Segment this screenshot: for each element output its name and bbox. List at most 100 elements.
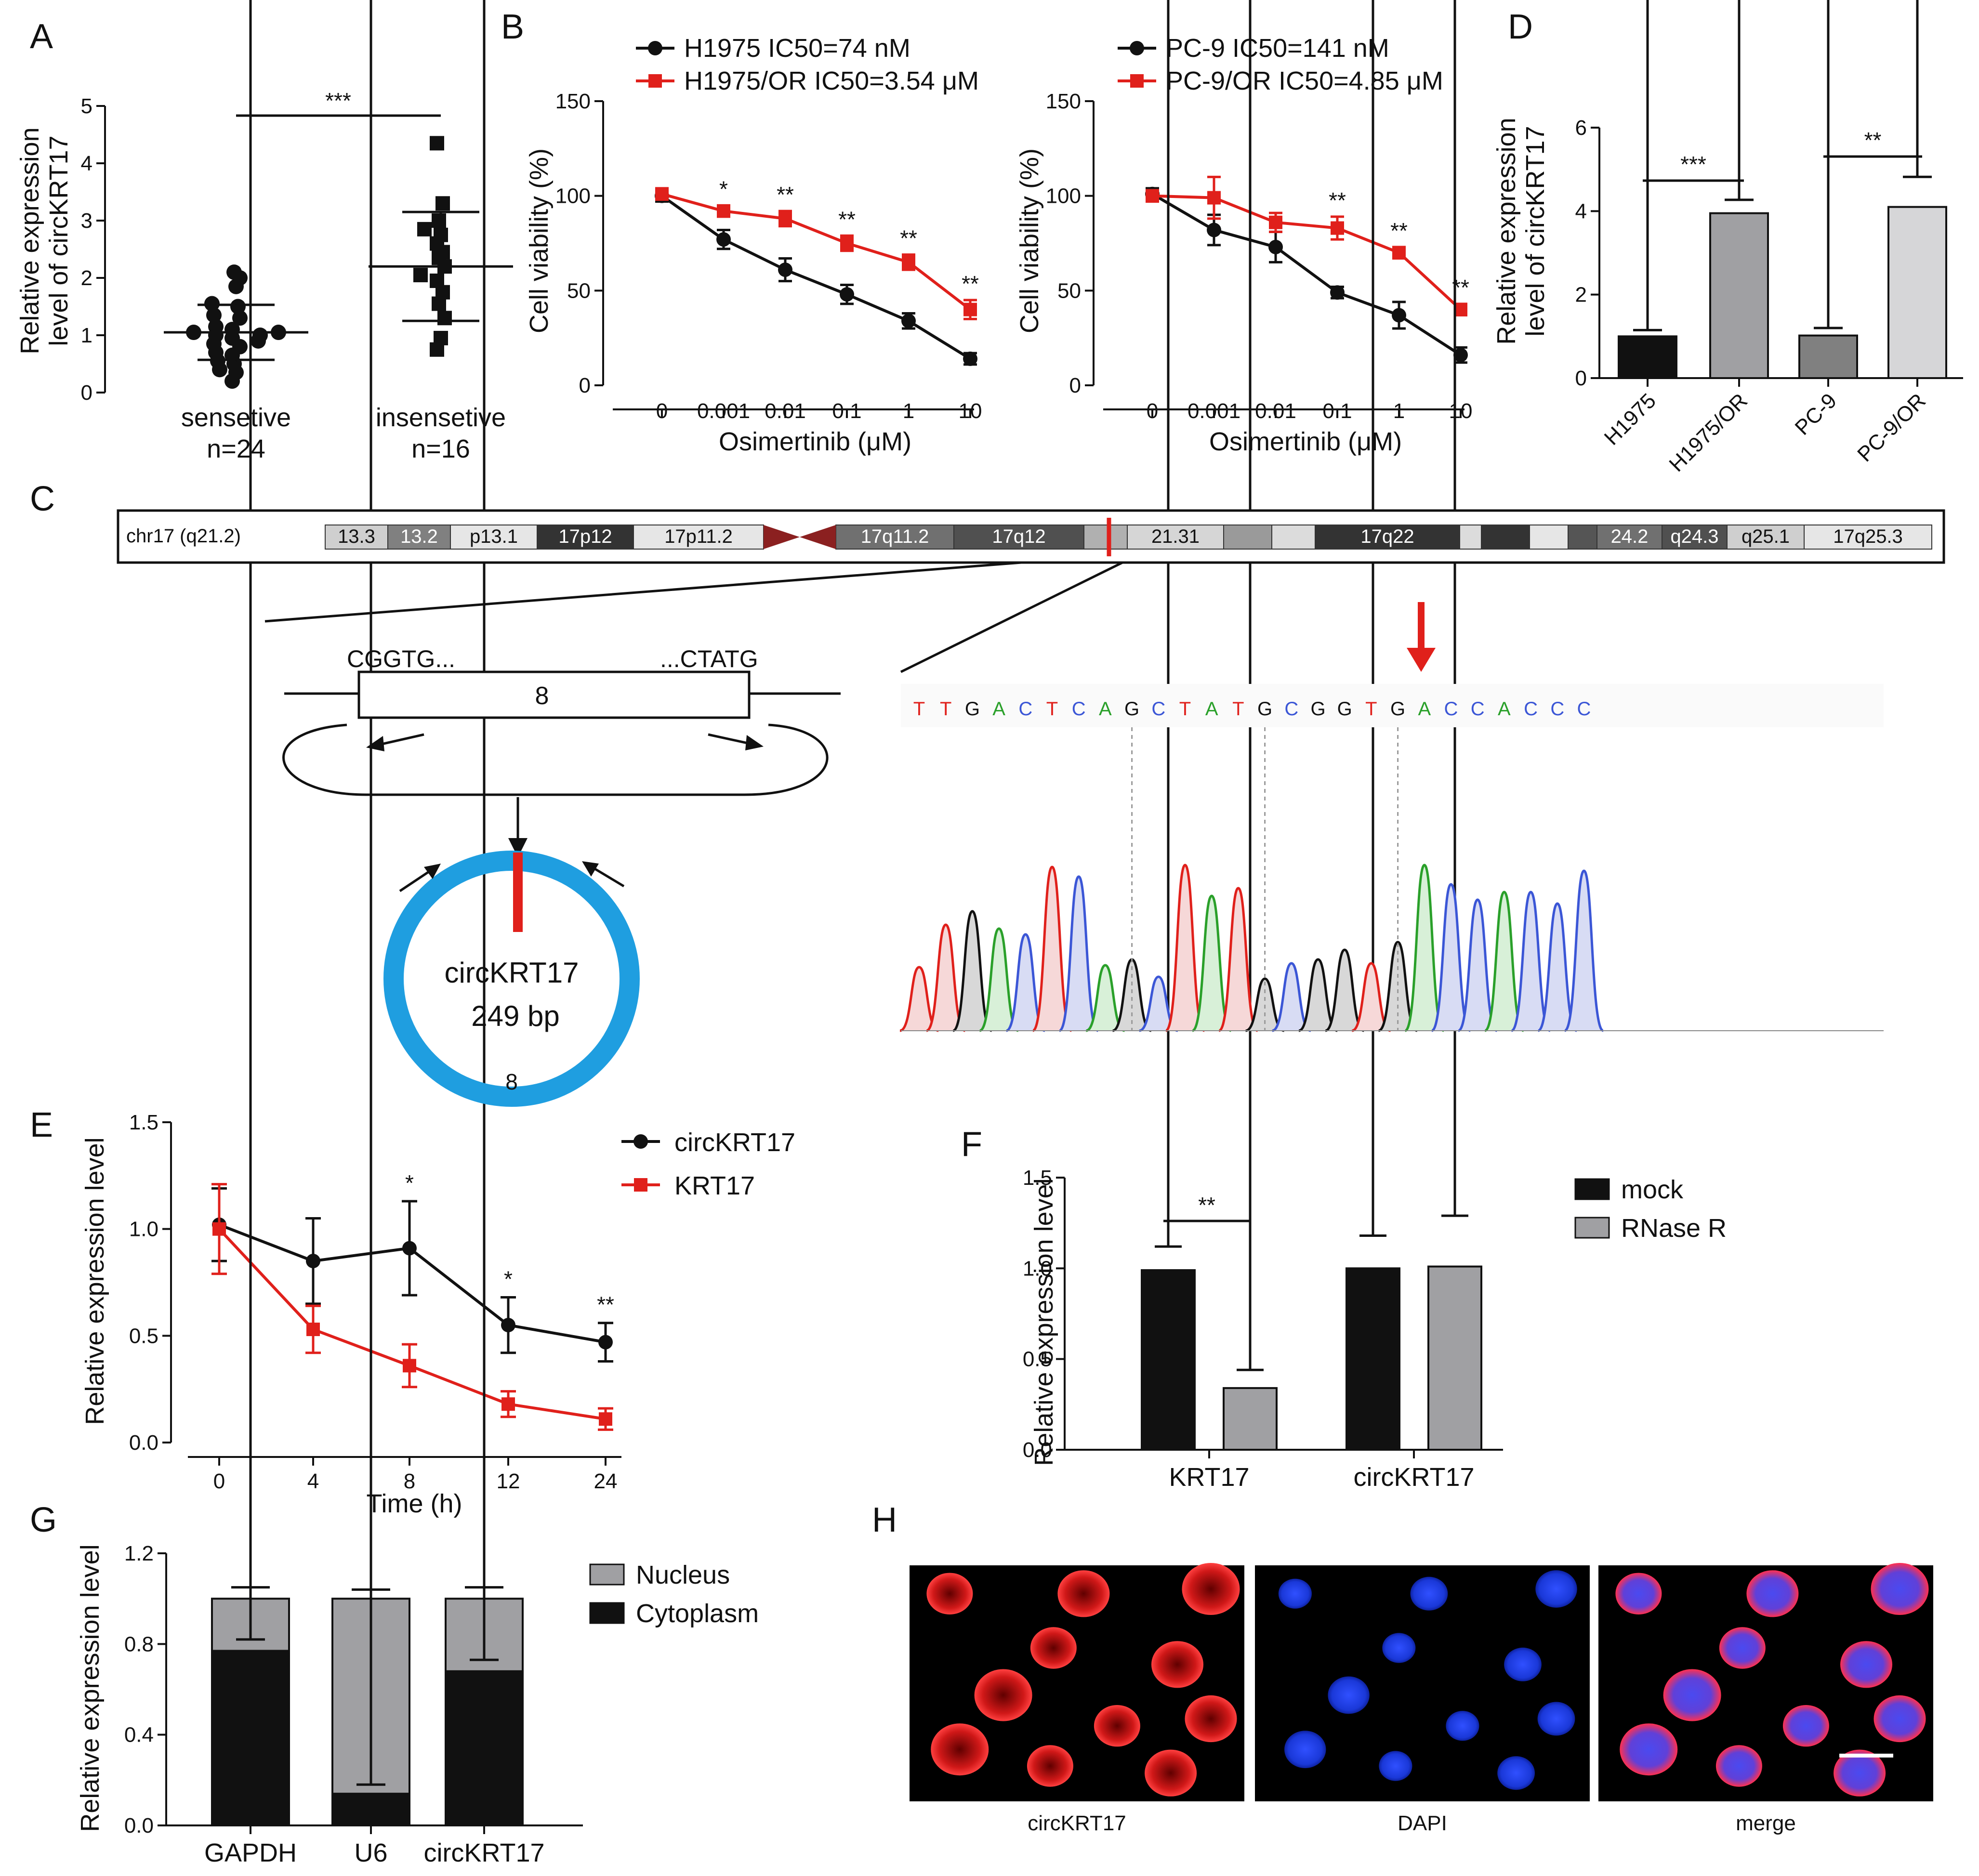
panel-label-g: G xyxy=(30,1501,57,1539)
g-bar-cytoplasm xyxy=(445,1670,524,1826)
cell xyxy=(1094,1705,1140,1747)
b2-legend-label: PC-9/OR IC50=4.85 μM xyxy=(1166,66,1443,95)
cell xyxy=(1278,1578,1312,1609)
g-bar-cytoplasm xyxy=(331,1793,410,1826)
a-y-tick-label: 5 xyxy=(81,94,92,118)
chromosome-band xyxy=(1459,525,1482,550)
trace-peak xyxy=(1085,964,1125,1032)
chromosome-band-label: 21.31 xyxy=(1151,526,1200,547)
a-point-insensitive xyxy=(434,330,448,345)
down-arrowhead xyxy=(508,838,528,857)
b1-significance: ** xyxy=(900,226,917,251)
base-call: A xyxy=(1205,698,1218,720)
g-y-tick-label: 0.4 xyxy=(124,1723,154,1747)
circrna-ring xyxy=(383,851,640,1107)
e-legend-marker xyxy=(633,1134,648,1149)
trace-peak xyxy=(1032,866,1072,1032)
a-point-sensitive xyxy=(206,307,222,323)
b2-x-tick-label: 0.001 xyxy=(1187,399,1240,423)
d-y-tick-label: 2 xyxy=(1575,283,1587,307)
chromosome-band xyxy=(1127,525,1224,550)
base-call: C xyxy=(1072,698,1086,720)
cell xyxy=(1284,1731,1326,1769)
b1-x-tick-label: 10 xyxy=(959,399,982,423)
d-bar xyxy=(1618,335,1677,379)
g-category-label: circKRT17 xyxy=(423,1838,544,1867)
b2-x-tick-label: 0.01 xyxy=(1255,399,1296,423)
chromosome-band-label: 13.2 xyxy=(400,526,438,547)
b2-legend-label: PC-9 IC50=141 nM xyxy=(1166,34,1389,63)
base-call: A xyxy=(1099,698,1112,720)
circ-schematic: 8 CGGTG... ...CTATG circKRT17 249 bp 8 xyxy=(282,645,841,1107)
cell xyxy=(1497,1756,1535,1790)
b1-y-title: Cell viability (%) xyxy=(525,148,554,333)
b1-x-tick-label: 1 xyxy=(903,399,914,423)
f-y-tick-label: 1.5 xyxy=(1023,1166,1052,1190)
e-y-tick-label: 0.5 xyxy=(129,1324,158,1348)
chromosome-band xyxy=(450,525,538,550)
f-legend-swatch xyxy=(1574,1217,1610,1239)
b2-point xyxy=(1269,215,1282,229)
a-point-sensitive xyxy=(226,264,242,280)
b1-legend-marker xyxy=(648,41,662,55)
b1-point xyxy=(716,232,731,247)
a-point-sensitive xyxy=(230,299,246,315)
chart-g-fraction: 0.0 0.4 0.8 1.2 Relative expression level GAP… xyxy=(76,0,759,1867)
g-y-title: Relative expression level xyxy=(76,1544,105,1832)
b2-x-tick-label: 0 xyxy=(1147,399,1158,423)
chromosome-band xyxy=(1804,525,1932,550)
cell xyxy=(1410,1576,1448,1611)
cell xyxy=(1145,1749,1197,1797)
b1-y-tick-label: 150 xyxy=(555,90,591,113)
d-bar xyxy=(1887,206,1947,379)
trace-peak xyxy=(979,927,1019,1032)
f-bar xyxy=(1223,1387,1278,1451)
chromosome-band-label: 17q25.3 xyxy=(1833,526,1903,547)
cell xyxy=(1663,1669,1721,1721)
d-bar xyxy=(1798,334,1858,379)
b2-y-tick-label: 50 xyxy=(1057,279,1081,302)
trace-peak xyxy=(1058,875,1099,1032)
trace-peak xyxy=(1005,933,1045,1032)
e-point xyxy=(306,1254,320,1269)
chromosome-band xyxy=(1727,525,1805,550)
chromosome-band-label: 17q11.2 xyxy=(861,526,929,547)
b1-series-line xyxy=(661,195,971,360)
b2-point xyxy=(1392,308,1406,323)
d-y-tick-label: 4 xyxy=(1575,199,1587,223)
b1-point xyxy=(963,302,977,316)
right-sequence: ...CTATG xyxy=(660,645,758,672)
b1-x-tick-label: 0 xyxy=(656,399,668,423)
cell xyxy=(1719,1627,1766,1669)
base-call: C xyxy=(1577,698,1591,720)
b2-x-tick-label: 10 xyxy=(1449,399,1473,423)
base-call: C xyxy=(1524,698,1538,720)
e-legend-label: circKRT17 xyxy=(674,1128,795,1157)
b1-legend-label: H1975 IC50=74 nM xyxy=(684,34,910,63)
b2-series-line xyxy=(1151,193,1462,356)
circ-primer-left-head xyxy=(424,864,441,879)
d-category-label: PC-9 xyxy=(1791,389,1842,440)
a-y-tick-label: 0 xyxy=(81,381,92,405)
base-call: T xyxy=(1046,698,1058,720)
cell xyxy=(1840,1641,1892,1688)
d-significance-label: *** xyxy=(1680,152,1706,177)
a-y-tick-label: 4 xyxy=(81,152,92,175)
b2-significance: ** xyxy=(1329,188,1346,213)
cell xyxy=(1535,1570,1577,1608)
chromosome-band xyxy=(1083,525,1128,550)
f-bar xyxy=(1427,1265,1482,1451)
e-point xyxy=(306,1323,320,1337)
b2-point xyxy=(1146,189,1159,203)
chromosome-band-label: p13.1 xyxy=(470,526,518,547)
base-call: C xyxy=(1018,698,1032,720)
cell xyxy=(1871,1563,1929,1615)
cell xyxy=(1057,1570,1110,1617)
e-x-tick-label: 12 xyxy=(497,1469,520,1493)
base-call: A xyxy=(1498,698,1511,720)
f-legend-label: RNase R xyxy=(1621,1214,1727,1243)
primer-arrowhead-left xyxy=(366,736,384,751)
microscopy-panels: circKRT17 DAPI merge xyxy=(910,1563,1933,1835)
e-x-tick-label: 24 xyxy=(594,1469,618,1493)
cell xyxy=(1834,1749,1886,1797)
